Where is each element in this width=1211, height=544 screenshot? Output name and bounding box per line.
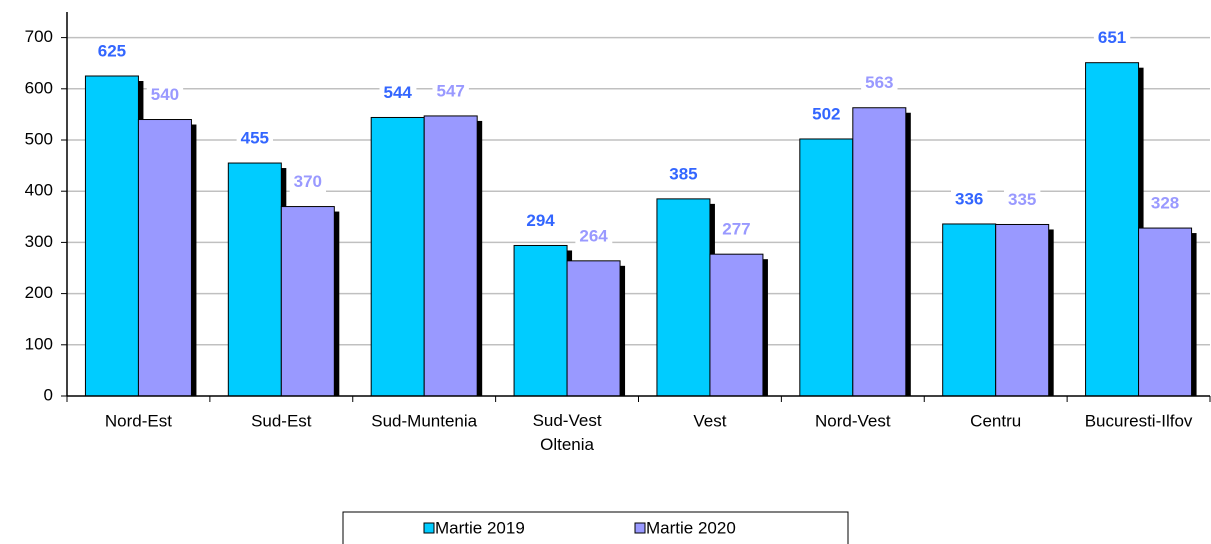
data-label: 370 xyxy=(294,172,322,191)
data-label-bg xyxy=(1004,188,1041,210)
data-label-bg xyxy=(379,81,417,103)
data-label-bg xyxy=(236,127,273,149)
x-tick-label: Sud-Vest Oltenia xyxy=(533,411,602,454)
data-label: 455 xyxy=(241,129,269,148)
data-label: 335 xyxy=(1008,190,1036,209)
data-label-bg xyxy=(665,163,702,185)
data-label: 294 xyxy=(526,211,555,230)
data-label: 563 xyxy=(865,73,893,92)
legend-box xyxy=(342,511,849,544)
x-tick-label: Bucuresti-Ilfov xyxy=(1085,411,1193,430)
x-tick-label: Sud-Est xyxy=(251,411,312,430)
bar xyxy=(799,138,854,397)
x-tick-label: Vest xyxy=(693,411,726,430)
bar xyxy=(227,162,282,397)
data-label-bg xyxy=(718,218,755,240)
legend-swatch xyxy=(634,522,646,534)
x-tick-label: Nord-Vest xyxy=(815,411,891,430)
data-label-bg xyxy=(522,209,560,231)
data-label: 547 xyxy=(437,81,465,100)
data-label-bg xyxy=(432,80,469,102)
data-label-bg xyxy=(808,103,845,125)
legend-swatch xyxy=(423,522,435,534)
bar xyxy=(423,115,478,397)
data-label-bg xyxy=(1093,27,1131,49)
y-tick-label: 300 xyxy=(25,232,53,251)
y-tick-label: 500 xyxy=(25,129,53,148)
x-tick-label: Centru xyxy=(970,411,1021,430)
y-tick-label: 400 xyxy=(25,181,53,200)
bar xyxy=(1138,227,1193,397)
bar xyxy=(137,119,192,397)
bar xyxy=(1085,62,1140,397)
bar xyxy=(566,260,621,397)
y-tick-label: 200 xyxy=(25,283,53,302)
y-tick-label: 700 xyxy=(25,27,53,46)
data-label: 277 xyxy=(722,220,750,239)
data-label: 625 xyxy=(98,41,126,60)
bar xyxy=(370,116,425,397)
y-tick-label: 0 xyxy=(44,385,53,404)
data-label-bg xyxy=(951,188,988,210)
data-label: 385 xyxy=(669,164,697,183)
legend-label: Martie 2019 xyxy=(435,518,525,537)
data-label: 502 xyxy=(812,104,840,123)
x-tick-label: Nord-Est xyxy=(105,411,172,430)
bar xyxy=(84,75,139,397)
data-label-bg xyxy=(575,225,613,247)
data-label-bg xyxy=(93,40,131,62)
bar xyxy=(709,253,764,397)
data-label-bg xyxy=(1146,192,1184,214)
data-label: 540 xyxy=(151,85,179,104)
legend-label: Martie 2020 xyxy=(646,518,736,537)
bar xyxy=(513,244,568,397)
data-label: 264 xyxy=(579,226,608,245)
data-label-bg xyxy=(289,171,326,193)
data-label: 336 xyxy=(955,189,983,208)
x-tick-label: Sud-Muntenia xyxy=(371,411,477,430)
bar xyxy=(942,223,997,397)
data-label-bg xyxy=(861,72,898,94)
bar xyxy=(852,107,907,397)
y-tick-label: 100 xyxy=(25,334,53,353)
data-label-bg xyxy=(146,84,184,106)
bar xyxy=(280,206,335,397)
bar xyxy=(995,223,1050,397)
data-label: 544 xyxy=(384,83,413,102)
data-label: 651 xyxy=(1098,28,1126,47)
bar xyxy=(656,198,711,397)
y-tick-label: 600 xyxy=(25,78,53,97)
data-label: 328 xyxy=(1151,194,1179,213)
